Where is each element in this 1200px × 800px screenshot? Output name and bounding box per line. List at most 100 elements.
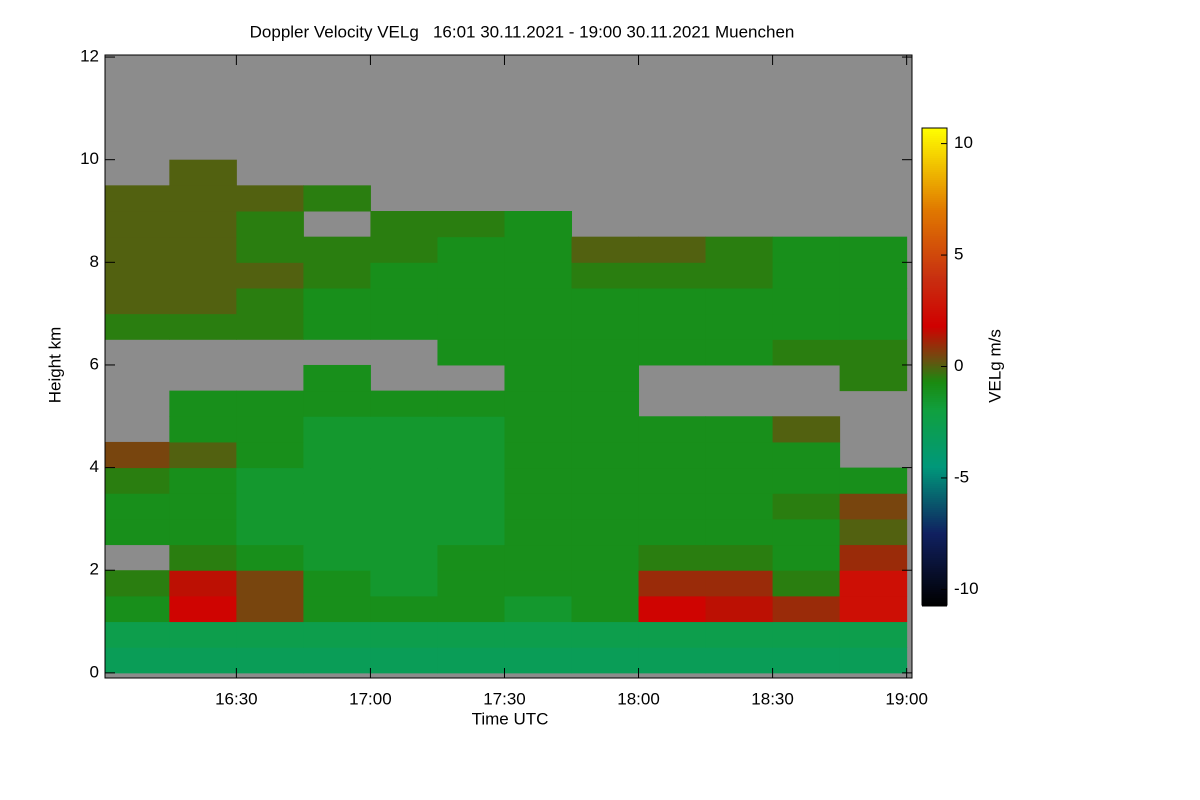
heatmap-cell bbox=[303, 262, 371, 289]
heatmap-cell bbox=[705, 339, 774, 366]
heatmap-cell bbox=[504, 313, 573, 340]
x-tick-label: 19:00 bbox=[885, 689, 928, 708]
heatmap-cell bbox=[236, 236, 304, 263]
heatmap-cell bbox=[303, 467, 371, 494]
heatmap-cell bbox=[571, 647, 640, 674]
heatmap-cell bbox=[236, 544, 304, 571]
heatmap-cell bbox=[772, 262, 841, 289]
y-tick-label: 2 bbox=[90, 560, 99, 579]
colorbar-segment bbox=[922, 440, 947, 443]
heatmap-cell bbox=[504, 647, 573, 674]
heatmap-cell bbox=[839, 467, 908, 494]
heatmap-cell bbox=[705, 570, 774, 597]
colorbar-segment bbox=[922, 272, 947, 275]
heatmap-cell bbox=[504, 390, 573, 417]
colorbar-segment bbox=[922, 592, 947, 595]
colorbar-segment bbox=[922, 168, 947, 171]
heatmap-cell bbox=[839, 364, 908, 392]
colorbar-segment bbox=[922, 364, 947, 367]
colorbar-segment bbox=[922, 328, 947, 331]
heatmap-cell bbox=[105, 313, 170, 340]
colorbar-segment bbox=[922, 594, 947, 597]
heatmap-cell bbox=[169, 262, 237, 289]
heatmap-cell bbox=[705, 493, 774, 520]
colorbar-segment bbox=[922, 458, 947, 461]
colorbar-segment bbox=[922, 270, 947, 273]
heatmap-cell bbox=[705, 287, 774, 315]
colorbar-segment bbox=[922, 546, 947, 549]
colorbar-segment bbox=[922, 354, 947, 357]
heatmap-cell bbox=[571, 441, 640, 469]
heatmap-cell bbox=[638, 287, 707, 315]
heatmap-cell bbox=[303, 493, 371, 520]
heatmap-cell bbox=[772, 595, 841, 623]
colorbar-segment bbox=[922, 228, 947, 231]
colorbar-segment bbox=[922, 296, 947, 299]
colorbar-segment bbox=[922, 578, 947, 581]
heatmap-cell bbox=[571, 390, 640, 417]
colorbar-segment bbox=[922, 180, 947, 183]
colorbar-segment bbox=[922, 206, 947, 209]
colorbar-segment bbox=[922, 324, 947, 327]
colorbar-segment bbox=[922, 134, 947, 137]
heatmap-cell bbox=[236, 595, 304, 623]
heatmap-cell bbox=[638, 518, 707, 546]
colorbar-segment bbox=[922, 596, 947, 599]
colorbar-segment bbox=[922, 284, 947, 287]
colorbar-segment bbox=[922, 348, 947, 351]
colorbar-segment bbox=[922, 538, 947, 541]
colorbar-segment bbox=[922, 494, 947, 497]
colorbar-segment bbox=[922, 322, 947, 325]
colorbar-segment bbox=[922, 198, 947, 201]
colorbar-segment bbox=[922, 304, 947, 307]
colorbar-segment bbox=[922, 398, 947, 401]
colorbar-tick-label: 0 bbox=[954, 356, 963, 375]
colorbar-segment bbox=[922, 200, 947, 203]
heatmap-cell bbox=[169, 570, 237, 597]
heatmap-cell bbox=[772, 518, 841, 546]
y-tick-label: 4 bbox=[90, 457, 99, 476]
colorbar-segment bbox=[922, 220, 947, 223]
colorbar-segment bbox=[922, 554, 947, 557]
colorbar-segment bbox=[922, 456, 947, 459]
colorbar-segment bbox=[922, 548, 947, 551]
heatmap-cell bbox=[303, 570, 371, 597]
colorbar-segment bbox=[922, 580, 947, 583]
colorbar-segment bbox=[922, 174, 947, 177]
colorbar-segment bbox=[922, 342, 947, 345]
colorbar-segment bbox=[922, 420, 947, 423]
colorbar-segment bbox=[922, 308, 947, 311]
colorbar-segment bbox=[922, 434, 947, 437]
colorbar-segment bbox=[922, 252, 947, 255]
colorbar-segment bbox=[922, 238, 947, 241]
heatmap-cell bbox=[370, 262, 438, 289]
heatmap-cell bbox=[571, 518, 640, 546]
colorbar-segment bbox=[922, 394, 947, 397]
colorbar-segment bbox=[922, 236, 947, 239]
colorbar-segment bbox=[922, 502, 947, 505]
colorbar-segment bbox=[922, 472, 947, 475]
heatmap-cell bbox=[504, 595, 573, 623]
colorbar-segment bbox=[922, 288, 947, 291]
heatmap-cell bbox=[105, 647, 170, 674]
heatmap-cell bbox=[705, 416, 774, 443]
heatmap-cell bbox=[705, 441, 774, 469]
colorbar-tick-label: 5 bbox=[954, 245, 963, 264]
heatmap-cell bbox=[705, 236, 774, 263]
heatmap-cell bbox=[437, 236, 505, 263]
colorbar-segment bbox=[922, 282, 947, 285]
colorbar-segment bbox=[922, 416, 947, 419]
colorbar-segment bbox=[922, 410, 947, 413]
colorbar-segment bbox=[922, 450, 947, 453]
heatmap-cell bbox=[236, 211, 304, 238]
heatmap-cell bbox=[772, 467, 841, 494]
colorbar-segment bbox=[922, 598, 947, 601]
heatmap-cell bbox=[571, 544, 640, 571]
colorbar-segment bbox=[922, 568, 947, 571]
heatmap-cell bbox=[772, 544, 841, 571]
colorbar-segment bbox=[922, 588, 947, 591]
heatmap-cell bbox=[303, 236, 371, 263]
heatmap-cell bbox=[839, 287, 908, 315]
heatmap-cell bbox=[236, 621, 304, 648]
y-tick-label: 8 bbox=[90, 252, 99, 271]
